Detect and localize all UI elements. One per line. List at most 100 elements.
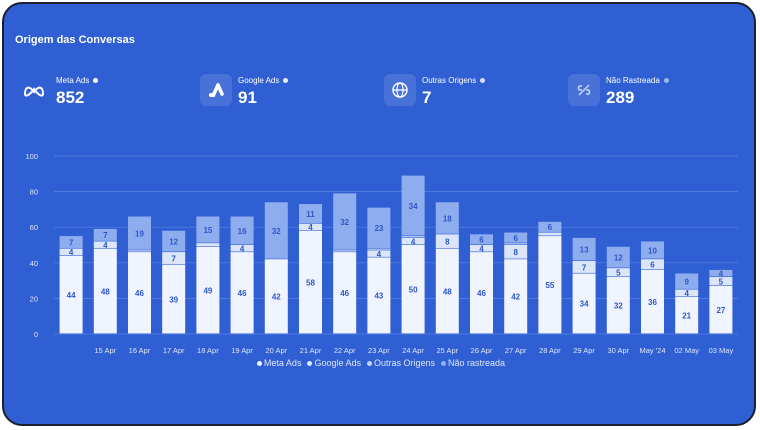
- bar-segment: [504, 259, 528, 334]
- data-label: 36: [648, 298, 657, 307]
- x-tick-label: 25 Apr: [436, 346, 458, 355]
- y-tick-label: 60: [30, 223, 38, 232]
- bar-segment: [264, 259, 288, 334]
- data-label: 10: [648, 246, 657, 255]
- bar-segment: [709, 277, 733, 286]
- bar-segment: [93, 228, 117, 241]
- legend-label: Meta Ads: [263, 358, 302, 368]
- data-label: 42: [511, 293, 520, 302]
- data-label: 18: [443, 214, 452, 223]
- bar-segment: [572, 261, 596, 273]
- bar-segment: [401, 237, 425, 245]
- data-label: 46: [135, 289, 144, 298]
- legend-swatch: [256, 361, 262, 367]
- legend-item[interactable]: Meta Ads: [256, 358, 302, 368]
- data-label: 34: [580, 300, 589, 309]
- bar-segment: [333, 252, 357, 334]
- bar-segment: [572, 237, 596, 261]
- bar-segment: [538, 236, 562, 334]
- bar-segment: [675, 289, 699, 297]
- bar-segment: [333, 250, 357, 252]
- data-label: 7: [171, 254, 176, 263]
- bar-segment: [128, 250, 151, 252]
- bar-segment: [59, 255, 83, 334]
- stat-value: 7: [422, 88, 432, 107]
- stat-value: 91: [238, 88, 257, 107]
- bar-segment: [162, 230, 186, 252]
- legend-label: Não rastreada: [448, 358, 506, 368]
- bar-segment: [709, 285, 733, 334]
- data-label: 15: [203, 226, 212, 235]
- data-label: 8: [445, 237, 450, 246]
- data-label: 32: [614, 302, 623, 311]
- x-tick-label: 16 Apr: [129, 346, 151, 355]
- data-label: 46: [477, 289, 486, 298]
- data-label: 9: [684, 277, 689, 286]
- y-tick-label: 100: [25, 152, 38, 161]
- bar-segment: [162, 252, 186, 264]
- x-tick-label: 22 Apr: [334, 346, 356, 355]
- bar-segment: [299, 223, 322, 231]
- x-tick-label: 18 Apr: [197, 346, 219, 355]
- x-tick-label: 21 Apr: [300, 346, 322, 355]
- bar-segment: [333, 193, 357, 250]
- stat-label: Outras Origens: [422, 76, 486, 85]
- data-label: 50: [409, 286, 418, 295]
- chart-legend: Meta Ads Google Ads Outras Origens Não rast…: [4, 358, 754, 368]
- legend-item[interactable]: Google Ads: [307, 358, 361, 368]
- bar-segment: [675, 296, 699, 334]
- data-label: 13: [580, 245, 589, 254]
- data-label: 8: [513, 248, 518, 257]
- bar-segment: [504, 243, 528, 245]
- data-label: 4: [308, 223, 313, 232]
- bar-segment: [538, 221, 562, 232]
- bar-segment: [196, 216, 220, 243]
- data-label: 34: [409, 202, 418, 211]
- x-tick-label: 03 May: [709, 346, 734, 355]
- legend-item[interactable]: Outras Origens: [367, 358, 435, 368]
- x-tick-label: 19 Apr: [231, 346, 253, 355]
- bar-segment: [709, 269, 733, 277]
- data-label: 5: [719, 277, 724, 286]
- data-label: 6: [479, 236, 484, 245]
- bar-segment: [59, 236, 83, 248]
- bar-segment: [162, 264, 186, 334]
- y-tick-label: 40: [30, 259, 38, 268]
- data-label: 11: [306, 210, 315, 219]
- data-label: 42: [272, 293, 281, 302]
- bar-segment: [367, 248, 391, 250]
- bar-segment: [128, 252, 151, 334]
- legend-item[interactable]: Não rastreada: [441, 358, 505, 368]
- data-label: 6: [513, 234, 518, 243]
- bar-segment: [641, 269, 664, 334]
- legend-swatch: [441, 361, 447, 367]
- bar-segment: [230, 216, 254, 245]
- legend-swatch: [367, 361, 372, 367]
- x-tick-label: 27 Apr: [505, 346, 527, 355]
- bar-segment: [470, 245, 493, 252]
- data-label: 16: [238, 227, 247, 236]
- data-label: 6: [650, 261, 655, 270]
- bar-segment: [538, 232, 562, 236]
- data-label: 23: [374, 224, 383, 233]
- bar-segment: [367, 207, 391, 248]
- x-tick-label: 23 Apr: [368, 346, 390, 355]
- bar-segment: [299, 230, 322, 334]
- bar-segment: [299, 204, 322, 224]
- x-tick-label: 26 Apr: [471, 346, 493, 355]
- globe-icon: [384, 74, 416, 106]
- bar-segment: [93, 248, 117, 334]
- bar-segment: [504, 232, 528, 243]
- x-tick-label: 17 Apr: [163, 346, 185, 355]
- data-label: 58: [306, 278, 315, 287]
- data-label: 6: [548, 223, 553, 232]
- data-label: 4: [69, 248, 74, 257]
- x-tick-label: 30 Apr: [607, 346, 629, 355]
- data-label: 46: [238, 289, 247, 298]
- bar-segment: [606, 268, 630, 277]
- x-tick-label: 24 Apr: [402, 346, 424, 355]
- data-label: 7: [69, 238, 74, 247]
- bar-segment: [470, 234, 493, 245]
- bar-segment: [401, 236, 425, 238]
- data-label: 49: [203, 286, 212, 295]
